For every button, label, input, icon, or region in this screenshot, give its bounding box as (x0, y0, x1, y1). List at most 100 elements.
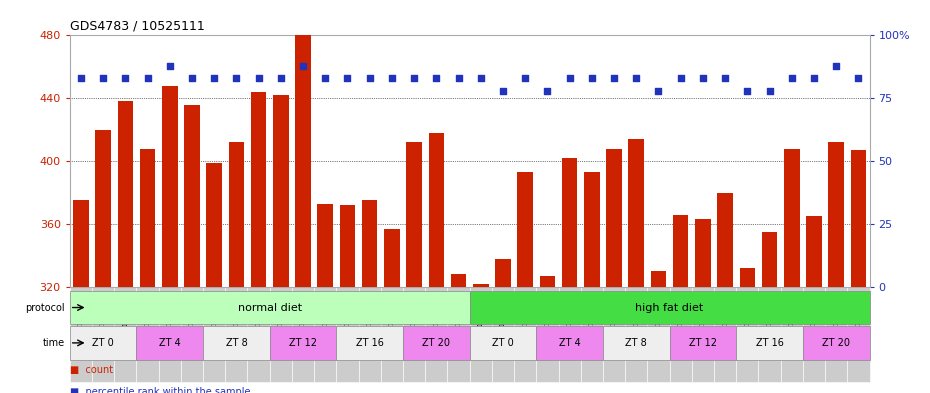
Text: time: time (43, 338, 65, 348)
Bar (495, 259, 511, 287)
Point (318, 75, 333, 81)
Text: ZT 20: ZT 20 (422, 338, 450, 348)
Point (629, 75, 644, 81)
Bar (292, 287, 314, 382)
Bar (337, 287, 359, 382)
Point (562, 75, 577, 81)
Bar (380, 287, 403, 382)
Bar (70, 287, 92, 382)
Text: GSM1263247: GSM1263247 (700, 292, 706, 342)
Bar (539, 276, 555, 287)
Bar (337, 326, 403, 360)
Bar (580, 287, 603, 382)
Bar (206, 163, 222, 287)
Bar (737, 287, 759, 382)
Bar (92, 287, 114, 382)
Bar (406, 142, 422, 287)
Point (406, 75, 421, 81)
Point (429, 75, 444, 81)
Bar (692, 287, 714, 382)
Bar (95, 130, 111, 287)
Bar (295, 35, 311, 287)
Text: GSM1263231: GSM1263231 (144, 292, 151, 342)
Bar (384, 229, 400, 287)
Bar (247, 287, 270, 382)
Text: GSM1263226: GSM1263226 (100, 292, 106, 342)
Text: GSM1263241: GSM1263241 (633, 292, 639, 342)
Bar (559, 287, 580, 382)
Bar (447, 287, 470, 382)
Bar (625, 287, 647, 382)
Point (362, 75, 377, 81)
Point (740, 88, 755, 94)
Bar (159, 287, 180, 382)
Text: GSM1263229: GSM1263229 (500, 292, 506, 342)
Bar (803, 287, 825, 382)
Bar (514, 287, 537, 382)
Bar (517, 172, 533, 287)
Bar (251, 92, 266, 287)
Text: GSM1263242: GSM1263242 (656, 292, 661, 342)
Bar (470, 326, 537, 360)
Bar (603, 326, 670, 360)
Point (451, 75, 466, 81)
Text: GSM1263232: GSM1263232 (166, 292, 173, 342)
Bar (184, 105, 200, 287)
Point (829, 62, 844, 69)
Text: GSM1263258: GSM1263258 (811, 292, 817, 342)
Bar (492, 287, 514, 382)
Text: normal diet: normal diet (238, 303, 301, 312)
Bar (362, 200, 378, 287)
Bar (562, 158, 578, 287)
Bar (470, 291, 870, 324)
Bar (425, 287, 447, 382)
Point (606, 75, 621, 81)
Bar (339, 205, 355, 287)
Bar (851, 150, 866, 287)
Point (540, 88, 555, 94)
Point (162, 62, 177, 69)
Text: protocol: protocol (25, 303, 65, 312)
Bar (70, 291, 470, 324)
Point (96, 75, 111, 81)
Bar (140, 149, 155, 287)
Bar (673, 215, 688, 287)
Bar (780, 287, 803, 382)
Point (518, 75, 533, 81)
Bar (273, 95, 288, 287)
Text: GSM1263246: GSM1263246 (678, 292, 684, 341)
Point (184, 75, 199, 81)
Bar (403, 326, 470, 360)
Point (762, 88, 777, 94)
Bar (137, 326, 203, 360)
Text: GSM1263251: GSM1263251 (389, 292, 395, 342)
Point (273, 75, 288, 81)
Bar (114, 287, 137, 382)
Bar (537, 287, 559, 382)
Bar (203, 326, 270, 360)
Point (584, 75, 599, 81)
Text: GSM1263230: GSM1263230 (522, 292, 528, 342)
Text: ZT 12: ZT 12 (689, 338, 717, 348)
Bar (651, 271, 666, 287)
Point (340, 75, 355, 81)
Text: GSM1263260: GSM1263260 (856, 292, 861, 342)
Bar (670, 326, 737, 360)
Text: GSM1263244: GSM1263244 (300, 292, 306, 341)
Text: ZT 4: ZT 4 (559, 338, 580, 348)
Bar (403, 287, 425, 382)
Text: ZT 0: ZT 0 (492, 338, 514, 348)
Text: ZT 8: ZT 8 (225, 338, 247, 348)
Bar (203, 287, 225, 382)
Bar (117, 101, 133, 287)
Point (251, 75, 266, 81)
Text: GSM1263228: GSM1263228 (478, 292, 484, 342)
Text: GSM1263249: GSM1263249 (344, 292, 351, 342)
Point (384, 75, 399, 81)
Text: GSM1263252: GSM1263252 (744, 292, 751, 342)
Bar (180, 287, 203, 382)
Text: ZT 16: ZT 16 (356, 338, 383, 348)
Point (229, 75, 244, 81)
Text: GSM1263238: GSM1263238 (233, 292, 239, 342)
Bar (162, 86, 178, 287)
